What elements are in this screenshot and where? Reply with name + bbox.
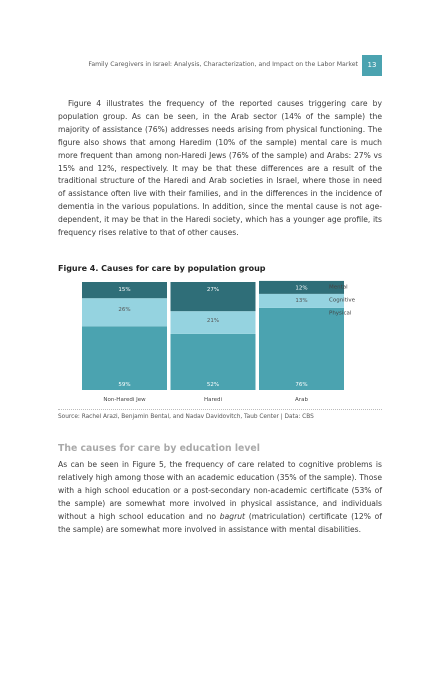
legend-label: Cognitive <box>329 298 356 304</box>
data-label: 76% <box>295 382 307 388</box>
legend-label: Mental <box>329 285 348 291</box>
figure-title: Figure 4. Causes for care by population … <box>58 264 266 273</box>
intro-paragraph: Figure 4 illustrates the frequency of th… <box>58 99 382 238</box>
bar-physical <box>82 326 167 390</box>
bar-physical <box>170 333 256 390</box>
running-header: Family Caregivers in Israel: Analysis, C… <box>88 61 358 68</box>
figure-divider <box>58 409 382 410</box>
data-label: 13% <box>295 298 307 304</box>
stacked-bar-chart: 59% 26% 15% Non-Haredi Jew 52% 21% 27% Haredi 76… <box>82 280 356 403</box>
data-label: 59% <box>118 382 130 388</box>
legend-swatch <box>322 284 327 289</box>
bar-cognitive <box>82 298 167 327</box>
bar-cognitive <box>170 311 256 334</box>
page-number: 13 <box>362 55 382 76</box>
data-label: 52% <box>207 382 219 388</box>
bar-mental <box>170 282 256 312</box>
category-label: Non-Haredi Jew <box>103 397 146 403</box>
bar-physical <box>259 307 344 390</box>
education-text-start: As can be seen in Figure 5, the frequenc… <box>58 460 382 521</box>
legend-label: Physical <box>329 311 352 317</box>
legend-swatch <box>322 297 327 302</box>
education-text-end: (matriculation) certificate (12% of the … <box>58 511 382 534</box>
data-label: 26% <box>118 307 130 313</box>
category-label: Arab <box>295 397 308 403</box>
data-label: 15% <box>118 287 130 293</box>
data-label: 21% <box>207 318 219 324</box>
legend-swatch <box>322 310 327 315</box>
category-label: Haredi <box>204 397 223 403</box>
section-title: The causes for care by education level <box>58 443 260 454</box>
figure-source: Source: Rachel Arazi, Benjamin Bental, a… <box>58 414 314 420</box>
education-paragraph: As can be seen in Figure 5, the frequenc… <box>58 459 382 536</box>
bar-mental <box>82 282 167 299</box>
data-label: 12% <box>295 285 307 291</box>
data-label: 27% <box>207 287 219 293</box>
education-italic-term: bagrut <box>219 511 246 521</box>
